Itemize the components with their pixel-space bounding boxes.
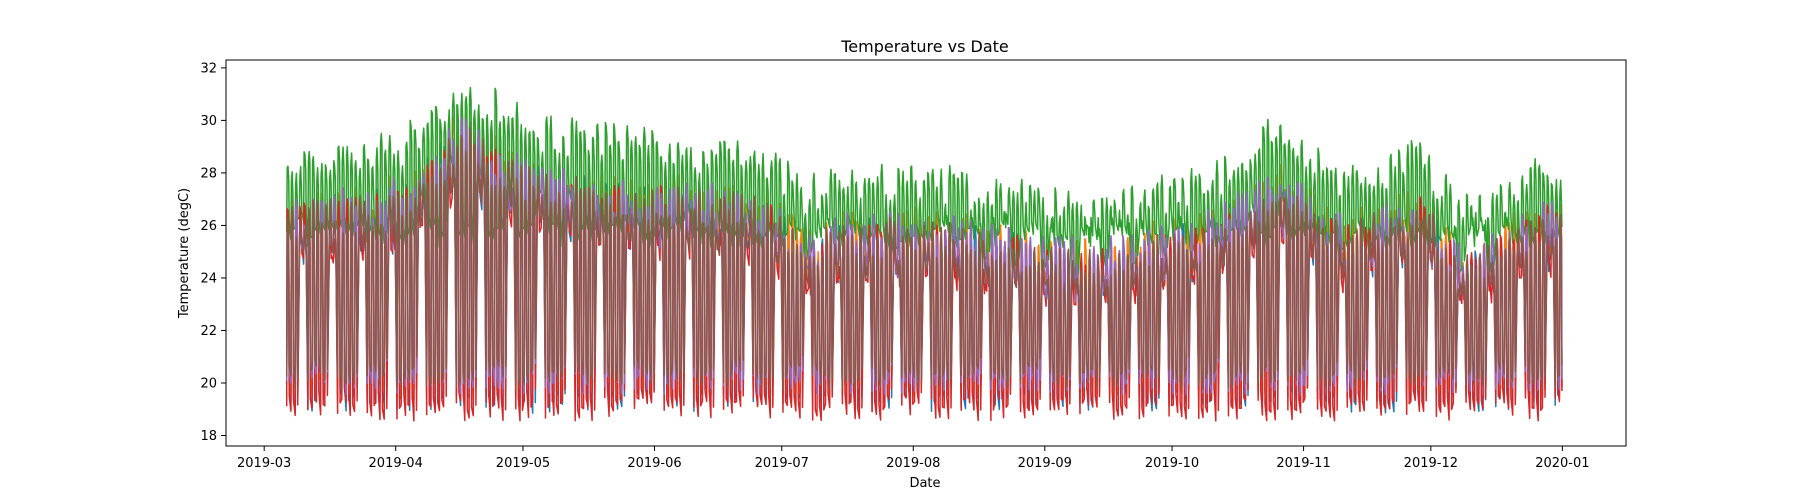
y-tick-label: 24 [200,271,217,286]
series-line-6 [285,127,1563,390]
y-tick-label: 18 [200,429,217,444]
x-tick-label: 2019-03 [237,456,291,471]
plot-frame [225,59,1627,447]
y-tick-label: 22 [200,324,217,339]
x-axis-label: Date [909,476,940,491]
x-tick-label: 2019-06 [627,456,681,471]
y-tick-label: 30 [200,114,217,129]
x-tick-label: 2019-04 [369,456,423,471]
x-tick-label: 2019-08 [886,456,940,471]
y-axis-label: Temperature (degC) [177,188,192,319]
x-axis-ticks: 2019-03 2019-04 2019-05 2019-06 2019-07 2019-… [237,446,1590,471]
y-axis-ticks: 18 20 22 24 26 28 30 32 [200,61,226,444]
x-tick-label: 2019-10 [1145,456,1199,471]
x-tick-label: 2019-12 [1404,456,1458,471]
x-tick-label: 2019-07 [755,456,809,471]
y-tick-label: 20 [200,376,217,391]
chart-title: Temperature vs Date [840,37,1009,56]
y-tick-label: 32 [200,61,217,76]
y-tick-label: 28 [200,166,217,181]
x-tick-label: 2020-01 [1535,456,1589,471]
x-tick-label: 2019-11 [1276,456,1330,471]
x-tick-label: 2019-09 [1018,456,1072,471]
x-tick-label: 2019-05 [496,456,550,471]
series-layer [285,86,1563,422]
y-tick-label: 26 [200,219,217,234]
